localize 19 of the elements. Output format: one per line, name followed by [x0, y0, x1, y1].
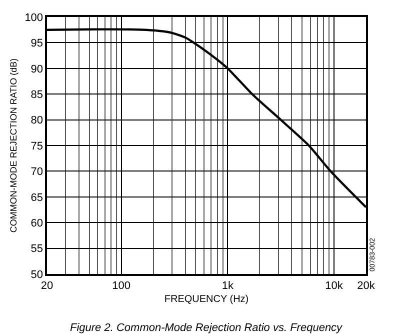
- y-tick-label: 100: [24, 12, 44, 24]
- y-tick-label: 65: [30, 192, 44, 204]
- y-tick-label: 95: [30, 38, 44, 50]
- x-tick-label: 10k: [325, 280, 344, 292]
- y-tick-label: 85: [30, 88, 44, 101]
- x-axis-title: FREQUENCY (Hz): [164, 294, 249, 305]
- y-tick-label: 90: [30, 63, 44, 76]
- y-axis-title: COMMON-MODE REJECTION RATIO (dB): [8, 58, 19, 233]
- x-tick-label: 20: [40, 280, 54, 292]
- caption: Figure 2. Common-Mode Rejection Ratio vs. Frequency: [70, 322, 344, 334]
- x-tick-label: 1k: [222, 280, 234, 292]
- y-tick-label: 80: [30, 114, 44, 127]
- x-tick-label: 100: [112, 280, 130, 292]
- y-tick-label: 55: [30, 243, 44, 256]
- y-tick-label: 70: [30, 166, 44, 178]
- y-tick-label: 75: [30, 140, 44, 152]
- x-tick-label: 20k: [357, 280, 376, 292]
- y-tick-label: 50: [30, 268, 44, 281]
- y-tick-label: 60: [30, 217, 44, 230]
